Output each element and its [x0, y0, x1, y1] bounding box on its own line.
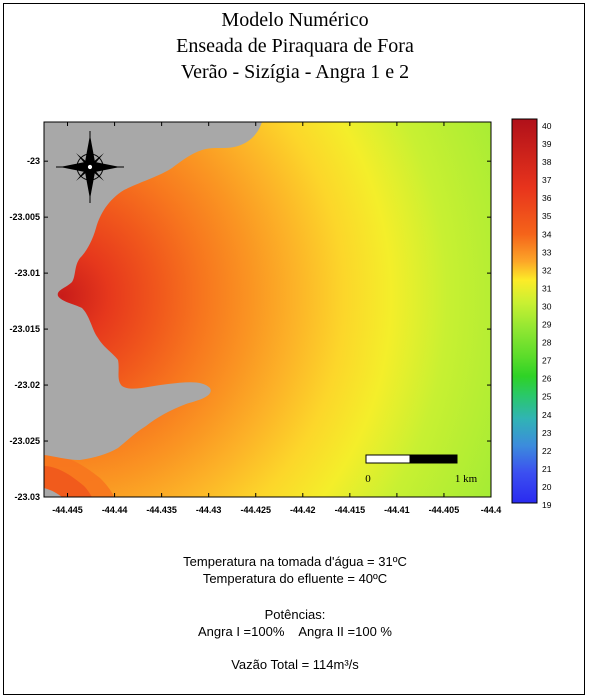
colorbar-label: 37	[542, 175, 552, 185]
colorbar-label: 27	[542, 356, 552, 366]
y-axis-ticks: -23 -23.005 -23.01 -23.015 -23.02 -23.025 -23.…	[9, 156, 491, 502]
x-tick-label: -44.445	[52, 505, 83, 515]
title-line-2: Enseada de Piraquara de Fora	[176, 35, 414, 57]
x-tick-label: -44.44	[102, 505, 128, 515]
colorbar-labels: 40 39 38 37 36 35 34 33 32 31 30 29 28 27 26 25 24 23 22 21…	[542, 121, 552, 510]
x-tick-label: -44.4	[481, 505, 502, 515]
intake-temperature-text: Temperatura na tomada d'água = 31ºC	[183, 554, 407, 569]
scale-bar: 0 1 km	[365, 454, 478, 485]
powers-line: Angra I =100% Angra II =100 %	[0, 624, 590, 639]
x-tick-label: -44.435	[146, 505, 177, 515]
colorbar-label: 23	[542, 428, 552, 438]
land-southeast-edge	[44, 488, 62, 497]
x-axis-ticks: -44.445 -44.44 -44.435 -44.43 -44.425 -44.42 -…	[52, 122, 501, 515]
title-line-1: Modelo Numérico	[221, 9, 369, 31]
colorbar-label: 21	[542, 464, 552, 474]
powers-title: Potências:	[264, 607, 326, 622]
colorbar-label: 34	[542, 229, 552, 239]
y-tick-label: -23.02	[14, 380, 40, 390]
compass-rose-icon	[56, 131, 124, 203]
land-mass	[44, 122, 262, 460]
colorbar-label: 26	[542, 374, 552, 384]
x-tick-label: -44.42	[290, 505, 316, 515]
colorbar-label: 29	[542, 320, 552, 330]
y-tick-label: -23.01	[14, 268, 40, 278]
colorbar-label: 31	[542, 283, 552, 293]
angra-1-power: Angra I =100%	[198, 624, 285, 639]
colorbar-label: 28	[542, 338, 552, 348]
colorbar-label: 36	[542, 193, 552, 203]
y-tick-label: -23.015	[9, 324, 40, 334]
colorbar	[511, 118, 538, 504]
temperature-map: 0 1 km -44.445 -44.44 -44.435 -44.43 -44.425…	[9, 118, 552, 515]
colorbar-label: 19	[542, 500, 552, 510]
colorbar-label: 25	[542, 392, 552, 402]
x-tick-label: -44.405	[429, 505, 460, 515]
colorbar-label: 33	[542, 247, 552, 257]
colorbar-label: 20	[542, 482, 552, 492]
plot-border	[43, 121, 492, 498]
x-tick-label: -44.43	[196, 505, 222, 515]
colorbar-label: 39	[542, 139, 552, 149]
x-tick-label: -44.415	[335, 505, 366, 515]
colorbar-label: 24	[542, 410, 552, 420]
y-tick-label: -23.005	[9, 212, 40, 222]
total-flow-text: Vazão Total = 114m³/s	[231, 657, 359, 672]
southwest-warm-core	[44, 466, 92, 497]
x-tick-label: -44.41	[384, 505, 410, 515]
y-tick-label: -23.025	[9, 436, 40, 446]
x-tick-label: -44.425	[240, 505, 271, 515]
colorbar-label: 35	[542, 211, 552, 221]
scale-start-label: 0	[365, 473, 371, 485]
figure-frame	[3, 3, 585, 695]
colorbar-label: 38	[542, 157, 552, 167]
effluent-temperature-text: Temperatura do efluente = 40ºC	[202, 571, 388, 586]
scale-end-label: 1 km	[455, 473, 478, 485]
angra-2-power: Angra II =100 %	[298, 624, 392, 639]
y-tick-label: -23.03	[14, 492, 40, 502]
colorbar-label: 40	[542, 121, 552, 131]
colorbar-label: 30	[542, 301, 552, 311]
colorbar-label: 22	[542, 446, 552, 456]
title-line-3: Verão - Sizígia - Angra 1 e 2	[180, 61, 410, 83]
y-tick-label: -23	[27, 156, 40, 166]
colorbar-label: 32	[542, 265, 552, 275]
